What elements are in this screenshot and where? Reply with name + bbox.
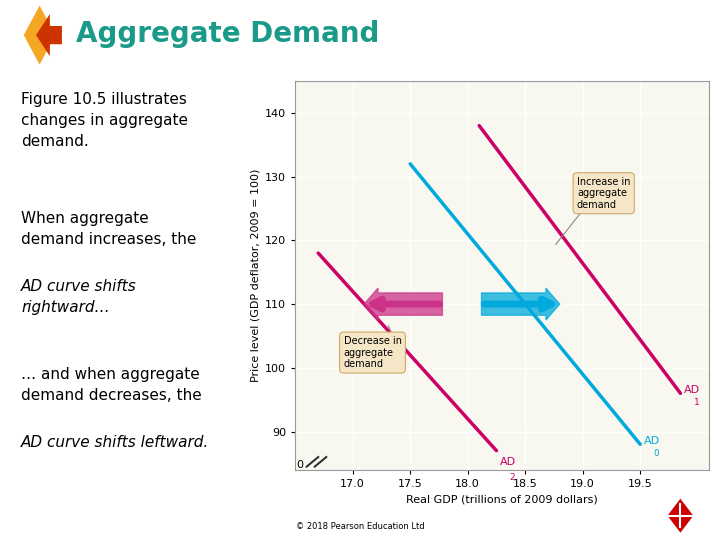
Text: Increase in
aggregate
demand: Increase in aggregate demand — [577, 177, 631, 210]
Text: AD: AD — [644, 436, 660, 446]
Text: AD: AD — [684, 385, 700, 395]
Polygon shape — [24, 5, 55, 65]
Y-axis label: Price level (GDP deflator, 2009 = 100): Price level (GDP deflator, 2009 = 100) — [251, 168, 261, 382]
Text: … and when aggregate
demand decreases, the: … and when aggregate demand decreases, t… — [21, 367, 202, 424]
Text: Figure 10.5 illustrates
changes in aggregate
demand.: Figure 10.5 illustrates changes in aggre… — [21, 92, 188, 149]
Text: 0: 0 — [297, 460, 303, 470]
Text: AD: AD — [500, 457, 516, 467]
Text: Aggregate Demand: Aggregate Demand — [76, 19, 379, 48]
FancyArrow shape — [482, 288, 559, 320]
X-axis label: Real GDP (trillions of 2009 dollars): Real GDP (trillions of 2009 dollars) — [406, 495, 598, 504]
Text: 0: 0 — [654, 449, 660, 458]
Polygon shape — [36, 14, 62, 56]
Text: 2: 2 — [510, 473, 516, 482]
Text: © 2018 Pearson Education Ltd: © 2018 Pearson Education Ltd — [296, 522, 424, 531]
Text: 1: 1 — [693, 399, 699, 407]
Polygon shape — [667, 499, 693, 532]
FancyArrow shape — [364, 288, 442, 320]
Text: AD curve shifts leftward.: AD curve shifts leftward. — [21, 435, 210, 450]
Text: Decrease in
aggregate
demand: Decrease in aggregate demand — [343, 336, 402, 369]
Text: When aggregate
demand increases, the: When aggregate demand increases, the — [21, 211, 197, 268]
Text: AD curve shifts
rightward…: AD curve shifts rightward… — [21, 279, 137, 315]
